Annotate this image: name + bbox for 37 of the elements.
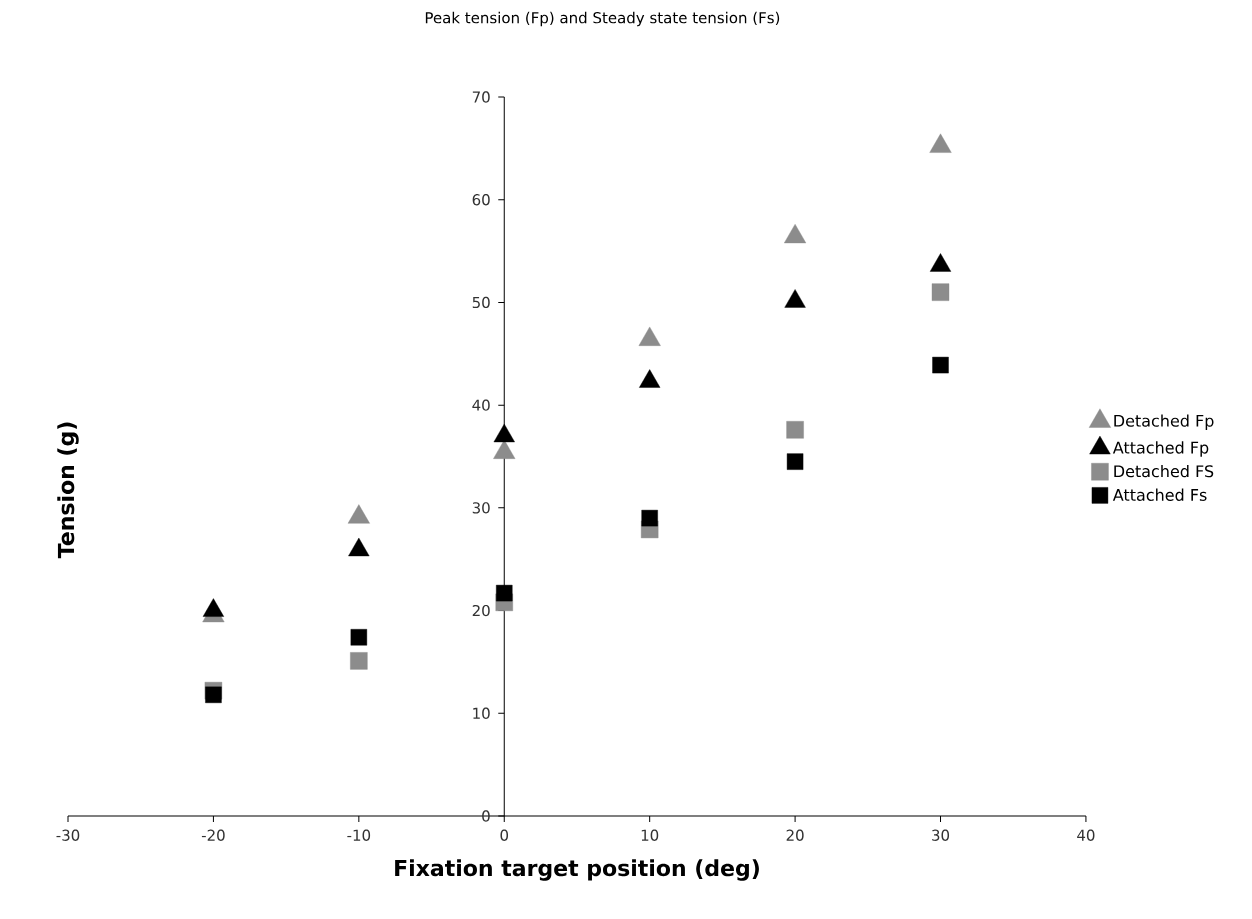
point	[784, 289, 806, 308]
legend-label: Detached Fp	[1114, 414, 1214, 430]
x-axis-title: Fixation target position (deg)	[395, 859, 759, 881]
y-tick-label: 50	[472, 296, 490, 309]
point	[929, 133, 952, 153]
y-tick-label: 40	[472, 399, 490, 411]
y-tick-label: 70	[472, 91, 490, 103]
point	[493, 423, 515, 443]
x-tick-label: 20	[786, 829, 804, 841]
point	[348, 537, 370, 557]
point	[638, 326, 661, 346]
point	[347, 504, 370, 524]
point	[350, 629, 368, 646]
x-tick-label: -30	[56, 829, 80, 841]
y-tick-label: 30	[472, 502, 490, 514]
x-tick-label: 0	[500, 829, 509, 841]
legend-label: Detached FS	[1114, 464, 1214, 478]
point	[639, 369, 661, 388]
legend-label: Attached Fp	[1112, 441, 1209, 457]
point	[496, 584, 513, 602]
x-tick-label: -10	[347, 829, 371, 841]
y-tick-label: 10	[473, 707, 490, 719]
y-axis-title: Tension (g)	[57, 422, 79, 559]
y-tick-label: 60	[472, 194, 490, 206]
point	[205, 686, 222, 703]
point	[641, 509, 658, 527]
point	[350, 652, 368, 670]
x-tick-label: 30	[932, 829, 950, 841]
legend-label: Attached Fs	[1112, 488, 1207, 501]
chart-title: Peak tension (Fp) and Steady state tension (Fs)	[425, 11, 780, 27]
x-tick-label: 10	[641, 829, 659, 841]
point	[786, 453, 804, 470]
point	[784, 223, 807, 244]
point	[929, 253, 952, 272]
x-tick-label: -20	[201, 829, 225, 841]
y-tick-label: 20	[472, 604, 490, 617]
x-tick-label: 40	[1077, 829, 1095, 841]
